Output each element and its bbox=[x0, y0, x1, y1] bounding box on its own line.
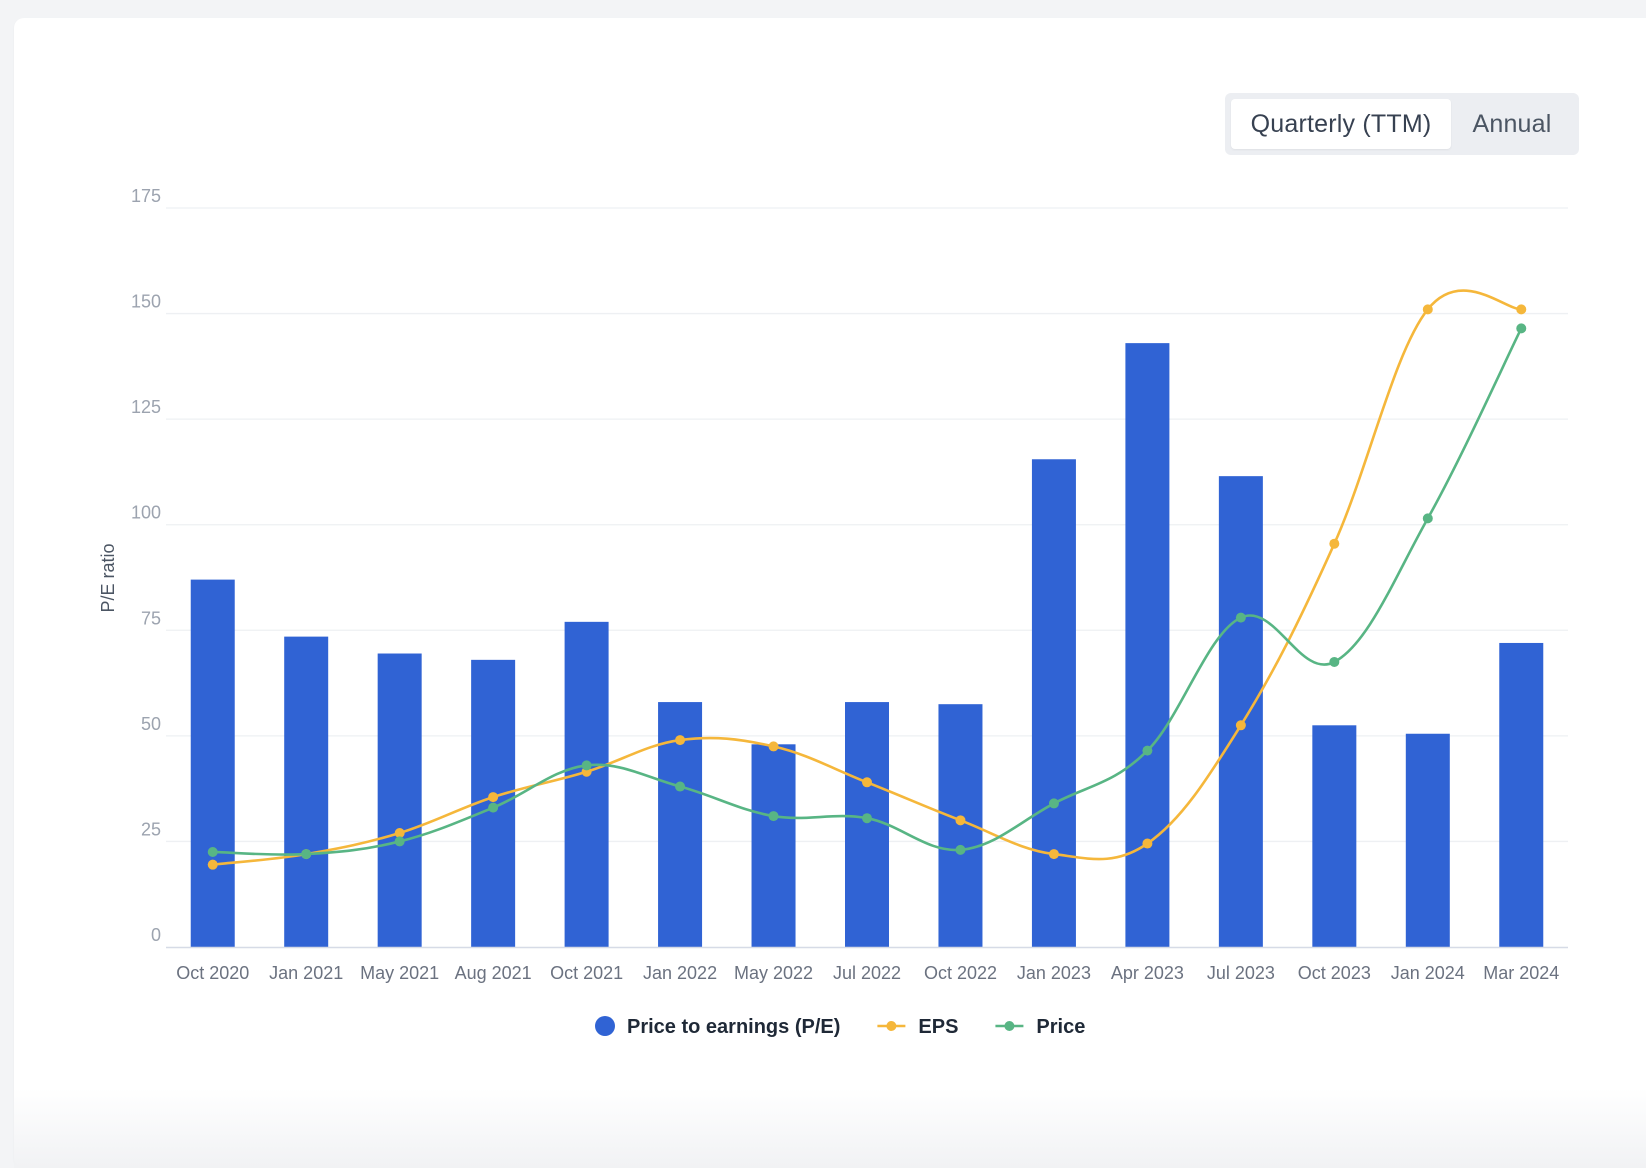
pe-bar bbox=[1499, 642, 1544, 947]
x-tick-label: Jul 2023 bbox=[1207, 963, 1275, 983]
pe-bar bbox=[284, 636, 329, 947]
eps-point bbox=[1142, 838, 1153, 849]
x-tick-label: Jan 2022 bbox=[643, 963, 717, 983]
eps-point bbox=[1048, 849, 1059, 860]
y-tick-labels: 0 25 50 75 100 125 150 175 bbox=[131, 186, 161, 945]
y-tick-label: 175 bbox=[131, 186, 161, 206]
eps-legend-marker bbox=[886, 1021, 897, 1031]
price-point bbox=[1516, 323, 1527, 334]
price-point bbox=[1048, 798, 1059, 809]
x-tick-label: Aug 2021 bbox=[455, 963, 532, 983]
line-series bbox=[207, 289, 1527, 870]
x-tick-labels: Oct 2020 Jan 2021 May 2021 Aug 2021 Oct 2021… bbox=[176, 963, 1559, 983]
price-point bbox=[394, 836, 405, 847]
x-tick-label: May 2021 bbox=[360, 963, 439, 983]
pe-bar bbox=[845, 702, 889, 947]
y-tick-label: 100 bbox=[131, 503, 161, 523]
pe-bar bbox=[190, 579, 235, 947]
x-tick-label: Jan 2021 bbox=[269, 963, 343, 983]
eps-point bbox=[675, 735, 686, 746]
price-point bbox=[955, 844, 966, 855]
eps-point bbox=[207, 859, 218, 870]
price-point bbox=[1235, 612, 1246, 623]
x-tick-label: May 2022 bbox=[734, 963, 813, 983]
eps-point bbox=[862, 777, 872, 788]
pe-bar bbox=[377, 653, 422, 947]
y-tick-label: 0 bbox=[151, 925, 161, 945]
x-tick-label: Oct 2023 bbox=[1298, 963, 1371, 983]
pe-bars bbox=[190, 343, 1544, 947]
price-line bbox=[212, 327, 1523, 856]
y-tick-label: 125 bbox=[131, 397, 161, 417]
y-tick-label: 75 bbox=[141, 608, 161, 628]
price-legend-label: Price bbox=[1036, 1016, 1085, 1038]
period-toggle[interactable]: Quarterly (TTM) Annual bbox=[1225, 93, 1579, 155]
price-point bbox=[768, 811, 779, 822]
pe-bar bbox=[1218, 476, 1263, 947]
price-point bbox=[1142, 745, 1153, 756]
price-point bbox=[488, 802, 499, 813]
toggle-quarterly-ttm[interactable]: Quarterly (TTM) bbox=[1231, 99, 1451, 149]
price-point bbox=[207, 846, 218, 857]
eps-legend-label: EPS bbox=[918, 1016, 958, 1038]
x-tick-label: Oct 2020 bbox=[176, 963, 249, 983]
eps-point bbox=[488, 792, 499, 803]
x-tick-label: Oct 2022 bbox=[924, 963, 997, 983]
price-legend-marker bbox=[1004, 1021, 1015, 1031]
eps-point bbox=[768, 741, 779, 752]
x-tick-label: Apr 2023 bbox=[1111, 963, 1184, 983]
price-point bbox=[581, 760, 592, 771]
eps-point bbox=[1329, 538, 1340, 549]
y-tick-label: 25 bbox=[141, 819, 161, 839]
eps-point bbox=[1422, 304, 1433, 315]
x-tick-label: Jul 2022 bbox=[833, 963, 901, 983]
pe-bar bbox=[1031, 459, 1076, 947]
y-tick-label: 50 bbox=[141, 714, 161, 734]
x-tick-label: Jan 2023 bbox=[1017, 963, 1091, 983]
pe-bar bbox=[1125, 343, 1170, 947]
x-tick-label: Jan 2024 bbox=[1391, 963, 1465, 983]
x-tick-label: Oct 2021 bbox=[550, 963, 623, 983]
eps-point bbox=[1235, 720, 1246, 731]
price-point bbox=[675, 781, 686, 792]
price-to-earnings-p-e--legend-label: Price to earnings (P/E) bbox=[627, 1016, 840, 1038]
eps-point bbox=[1516, 304, 1527, 315]
pe-ratio-chart: 0 25 50 75 100 125 150 175 P/E ratio Oct 2020 Ja… bbox=[98, 186, 1568, 1038]
eps-point bbox=[955, 815, 966, 826]
x-tick-label: Mar 2024 bbox=[1483, 963, 1559, 983]
pe-bar bbox=[751, 744, 796, 947]
price-to-earnings-p-e--legend-marker bbox=[595, 1016, 615, 1036]
price-point bbox=[1422, 513, 1433, 524]
pe-bar bbox=[1405, 733, 1450, 947]
price-point bbox=[862, 813, 872, 824]
price-point bbox=[301, 849, 312, 860]
price-point bbox=[1329, 656, 1340, 667]
pe-bar bbox=[1312, 725, 1357, 947]
pe-bar bbox=[564, 621, 609, 947]
y-axis-label: P/E ratio bbox=[98, 543, 118, 612]
legend: Price to earnings (P/E) EPS Price bbox=[595, 1016, 1085, 1038]
toggle-annual[interactable]: Annual bbox=[1472, 109, 1552, 138]
eps-point bbox=[394, 827, 405, 838]
y-tick-label: 150 bbox=[131, 292, 161, 312]
